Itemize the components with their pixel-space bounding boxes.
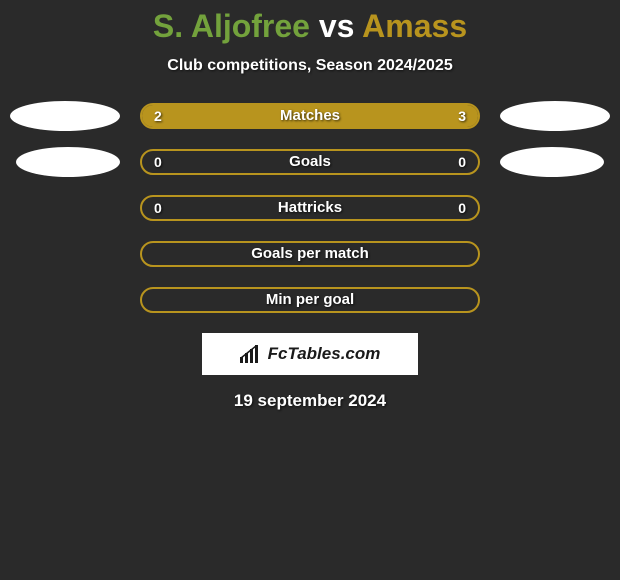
comparison-card: S. Aljofree vs Amass Club competitions, … <box>0 0 620 411</box>
player1-avatar <box>10 101 120 131</box>
stat-value-right: 0 <box>458 197 466 219</box>
stat-row-matches: 2 Matches 3 <box>0 103 620 129</box>
player2-avatar-secondary <box>500 147 604 177</box>
page-title: S. Aljofree vs Amass <box>0 8 620 45</box>
stat-name: Goals <box>142 151 478 173</box>
stat-value-right: 0 <box>458 151 466 173</box>
snapshot-date: 19 september 2024 <box>0 391 620 411</box>
stat-bar: Goals per match <box>140 241 480 267</box>
stat-name: Goals per match <box>142 243 478 265</box>
player1-name: S. Aljofree <box>153 8 310 44</box>
stat-value-right: 3 <box>458 105 466 127</box>
stat-row-gpm: Goals per match <box>0 241 620 267</box>
player2-avatar <box>500 101 610 131</box>
logo-text: FcTables.com <box>268 344 381 364</box>
stat-row-hattricks: 0 Hattricks 0 <box>0 195 620 221</box>
stat-row-mpg: Min per goal <box>0 287 620 313</box>
source-logo[interactable]: FcTables.com <box>202 333 418 375</box>
stat-bar: Min per goal <box>140 287 480 313</box>
stat-row-goals: 0 Goals 0 <box>0 149 620 175</box>
subtitle: Club competitions, Season 2024/2025 <box>0 57 620 75</box>
player2-name: Amass <box>362 8 467 44</box>
stat-bar: 2 Matches 3 <box>140 103 480 129</box>
bars-icon <box>240 345 262 363</box>
player1-avatar-secondary <box>16 147 120 177</box>
stat-bar: 0 Goals 0 <box>140 149 480 175</box>
stat-name: Min per goal <box>142 289 478 311</box>
stat-name: Hattricks <box>142 197 478 219</box>
stat-bar: 0 Hattricks 0 <box>140 195 480 221</box>
stat-name: Matches <box>142 105 478 127</box>
vs-separator: vs <box>319 8 355 44</box>
